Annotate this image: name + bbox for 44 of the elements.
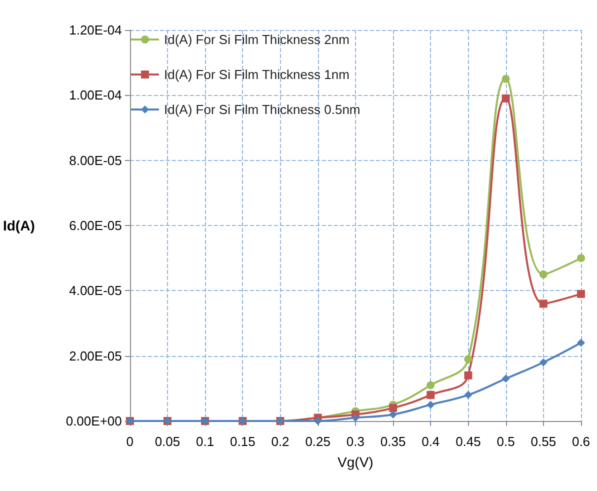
y-tick-label: 0.00E+00 <box>66 414 122 428</box>
x-tick-label: 0.5 <box>496 434 515 449</box>
point <box>577 290 585 298</box>
y-tick-label: 2.00E-05 <box>69 348 122 364</box>
x-tick-label: 0.05 <box>154 434 180 449</box>
point <box>539 270 548 278</box>
x-tick-label: 0 <box>126 434 134 449</box>
point <box>389 410 398 418</box>
x-tick-label: 0.4 <box>422 434 440 449</box>
point <box>464 371 472 380</box>
y-tick-label: 1.20E-04 <box>69 22 122 38</box>
point <box>426 381 435 390</box>
x-tick-label: 0.2 <box>271 434 290 449</box>
x-tick-label: 0.45 <box>456 434 481 449</box>
legend-label: Id(A) For Si Film Thickness 2nm <box>164 32 350 47</box>
y-tick-label: 8.00E-05 <box>69 152 122 168</box>
x-tick-label: 0.35 <box>380 434 406 449</box>
point <box>464 390 472 399</box>
point <box>464 355 472 364</box>
point <box>502 74 510 83</box>
y-tick-label: 4.00E-05 <box>69 283 122 298</box>
point <box>577 338 585 347</box>
point <box>314 417 322 425</box>
x-tick-label: 0.55 <box>530 434 556 449</box>
point <box>577 254 585 262</box>
point <box>389 404 398 412</box>
x-axis-title: Vg(V) <box>338 454 374 470</box>
point <box>351 414 360 422</box>
y-tick-label: 6.00E-05 <box>69 218 122 233</box>
point <box>502 94 510 102</box>
y-axis-title: Id(A) <box>2 218 35 234</box>
point <box>539 300 548 308</box>
legend-label: Id(A) For Si Film Thickness 1nm <box>164 67 350 82</box>
point <box>539 358 548 366</box>
x-tick-label: 0.6 <box>572 434 590 449</box>
x-tick-label: 0.3 <box>346 434 364 449</box>
x-tick-label: 0.1 <box>196 434 214 449</box>
y-tick-label: 1.00E-04 <box>69 88 122 103</box>
legend-label: Id(A) For Si Film Thickness 0.5nm <box>164 102 360 117</box>
x-tick-label: 0.25 <box>305 434 330 449</box>
point <box>426 390 435 399</box>
point <box>502 374 510 383</box>
point <box>426 400 435 409</box>
x-tick-label: 0.15 <box>230 434 256 449</box>
